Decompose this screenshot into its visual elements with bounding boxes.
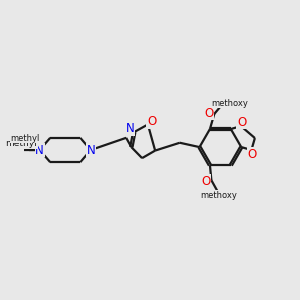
Text: O: O: [204, 106, 214, 120]
Text: methyl: methyl: [6, 139, 37, 148]
Text: N: N: [86, 143, 95, 157]
Text: O: O: [201, 175, 210, 188]
Text: N: N: [126, 122, 135, 135]
Text: methoxy: methoxy: [211, 99, 248, 108]
Text: N: N: [35, 143, 44, 157]
Text: methyl: methyl: [10, 134, 39, 143]
Text: O: O: [147, 116, 156, 128]
Text: methoxy: methoxy: [200, 191, 237, 200]
Text: O: O: [237, 116, 246, 129]
Text: O: O: [248, 148, 256, 160]
